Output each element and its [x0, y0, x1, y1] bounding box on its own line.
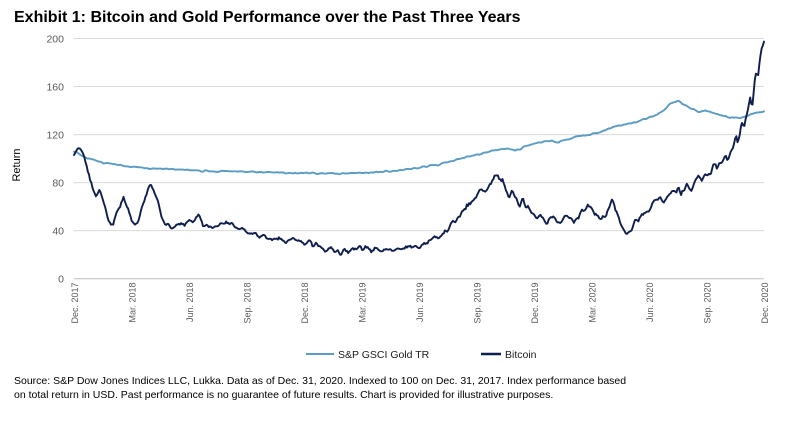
svg-text:Bitcoin: Bitcoin — [505, 349, 537, 361]
svg-text:S&P GSCI Gold TR: S&P GSCI Gold TR — [338, 349, 430, 361]
svg-text:Sep. 2018: Sep. 2018 — [243, 283, 253, 324]
svg-text:80: 80 — [52, 178, 64, 190]
svg-text:Jun. 2019: Jun. 2019 — [415, 283, 425, 323]
svg-text:120: 120 — [46, 130, 64, 142]
svg-text:Dec. 2020: Dec. 2020 — [760, 283, 770, 324]
svg-text:Mar. 2019: Mar. 2019 — [358, 283, 368, 323]
svg-text:Mar. 2018: Mar. 2018 — [128, 283, 138, 323]
svg-text:0: 0 — [58, 274, 64, 286]
svg-text:Dec. 2018: Dec. 2018 — [300, 283, 310, 324]
svg-text:Return: Return — [11, 148, 23, 181]
svg-text:Dec. 2017: Dec. 2017 — [70, 283, 80, 324]
svg-text:Dec. 2019: Dec. 2019 — [530, 283, 540, 324]
svg-text:Mar. 2020: Mar. 2020 — [588, 283, 598, 323]
svg-text:Sep. 2019: Sep. 2019 — [473, 283, 483, 324]
svg-text:200: 200 — [46, 34, 64, 46]
svg-text:Jun. 2018: Jun. 2018 — [185, 283, 195, 323]
svg-text:160: 160 — [46, 82, 64, 94]
svg-text:Sep. 2020: Sep. 2020 — [703, 283, 713, 324]
svg-text:40: 40 — [52, 226, 64, 238]
svg-text:Jun. 2020: Jun. 2020 — [645, 283, 655, 323]
